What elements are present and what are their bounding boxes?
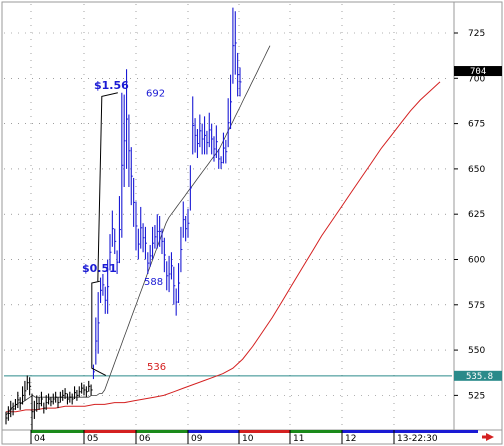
axis-layer: 525 550 575 600 625 650 675 700 725 04 05 06 09 10 11 1… [30,29,502,444]
current-price-box [454,66,502,77]
jump-bracket-2 [97,92,118,282]
plot-area [1,1,455,431]
annotation-label: $0.51 [82,262,117,275]
reference-price-box [454,370,502,381]
annotation-layer: $1.56 692 $0.51 588 536 [82,79,166,373]
annotation-label: 536 [147,362,166,373]
current-price-label: 704 [470,67,486,77]
date-strip [188,430,239,433]
date-strip [290,430,342,433]
date-strip [394,430,478,433]
date-strip [342,430,394,433]
date-label: 05 [87,434,98,444]
date-label: 11 [293,434,304,444]
y-tick-label: 625 [468,210,485,220]
date-label: 09 [191,434,203,444]
date-strip [136,430,188,433]
y-tick-label: 725 [468,29,485,39]
y-tick-label: 650 [468,165,485,175]
moving-average-long [6,81,441,413]
date-label: 13-22:30 [397,434,438,444]
jump-bracket-1 [91,280,107,376]
annotation-label: $1.56 [94,79,129,92]
series-layer [4,7,452,430]
date-label: 06 [139,434,151,444]
annotation-label: 692 [146,88,165,99]
y-tick-label: 550 [468,346,485,356]
annotation-label: 588 [144,277,163,288]
y-tick-label: 700 [468,74,485,84]
date-strip [31,430,84,433]
y-tick-label: 575 [468,301,485,311]
y-tick-label: 600 [468,255,485,265]
scroll-right-arrow-icon[interactable] [482,433,494,441]
reference-price-label: 535.8 [466,372,493,382]
date-strip [84,430,136,433]
y-tick-label: 525 [468,391,485,401]
y-tick-label: 675 [468,120,485,130]
date-label: 12 [345,434,356,444]
date-label: 04 [34,434,46,444]
date-label: 10 [242,434,254,444]
moving-average-short [5,45,271,416]
date-strip [239,430,290,433]
